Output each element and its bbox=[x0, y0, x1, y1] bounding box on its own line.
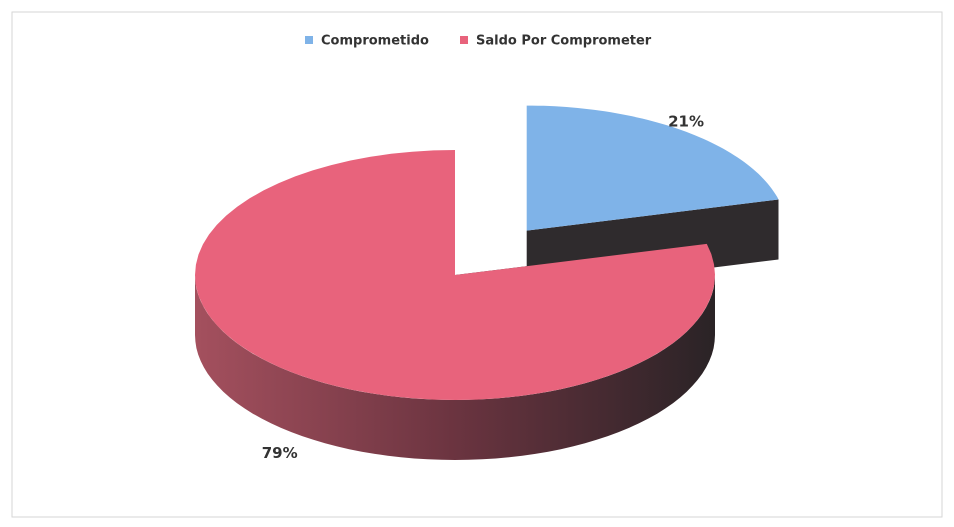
data-label: 79% bbox=[262, 444, 298, 462]
legend-label: Saldo Por Comprometer bbox=[476, 34, 652, 49]
slice-wall bbox=[195, 275, 715, 460]
slice bbox=[526, 105, 779, 231]
data-label: 21% bbox=[668, 112, 704, 130]
legend: Comprometido Saldo Por Comprometer bbox=[305, 34, 652, 49]
legend-label: Comprometido bbox=[321, 34, 429, 49]
legend-swatch bbox=[305, 36, 313, 44]
legend-swatch bbox=[460, 36, 468, 44]
pie: 21% 79% bbox=[195, 105, 779, 462]
slice bbox=[195, 150, 715, 400]
